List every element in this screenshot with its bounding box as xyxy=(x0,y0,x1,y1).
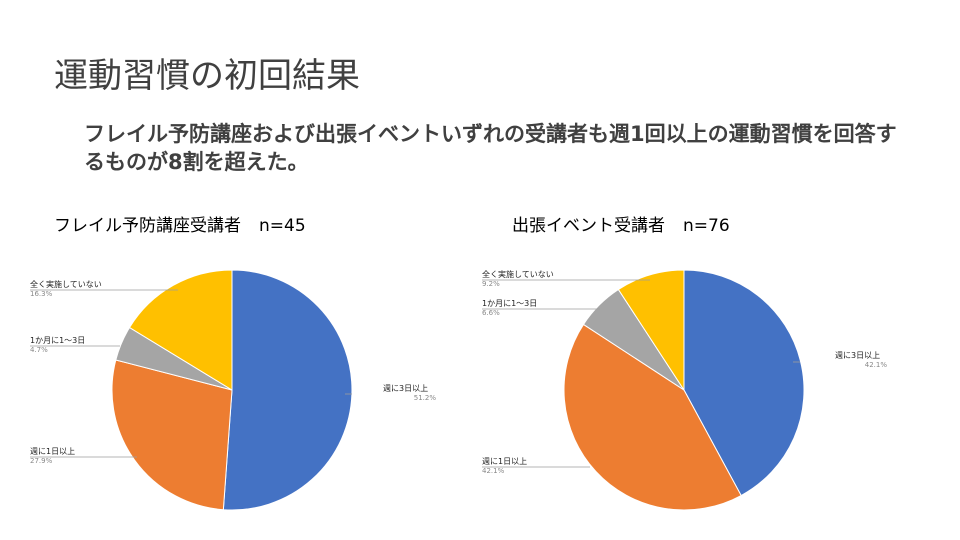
chart-2-label-1: 週に3日以上 xyxy=(835,351,880,360)
slide-title: 運動習慣の初回結果 xyxy=(54,56,360,96)
chart-1-label-1: 週に3日以上 xyxy=(383,384,428,393)
chart-2-sample-size: n=76 xyxy=(683,216,730,236)
chart-2-label-2: 週に1日以上 xyxy=(482,457,527,466)
chart-2-label-3: 1か月に1～3日 xyxy=(482,299,537,308)
summary-text: フレイル予防講座および出張イベントいずれの受講者も週1回以上の運動習慣を回答する… xyxy=(84,122,897,174)
chart-1-slice-4 xyxy=(128,269,233,391)
chart-2-value-label-2: 42.1% xyxy=(482,467,505,475)
chart-1-heading-label: フレイル予防講座受講者 xyxy=(54,216,241,236)
chart-2-label-4: 全く実施していない xyxy=(482,269,554,279)
chart-2-value-label-3: 6.6% xyxy=(482,309,500,317)
chart-1-label-2: 週に1日以上 xyxy=(30,447,75,456)
chart-2-heading: 出張イベント受講者 n=76 xyxy=(512,211,730,236)
chart-2-value-label-1: 42.1% xyxy=(865,361,888,369)
chart-1-label-3: 1か月に1～3日 xyxy=(30,336,85,345)
chart-1-value-label-3: 4.7% xyxy=(30,346,48,354)
chart-1-heading: フレイル予防講座受講者 n=45 xyxy=(54,211,306,236)
chart-1-sample-size: n=45 xyxy=(259,216,306,236)
chart-2-heading-label: 出張イベント受講者 xyxy=(512,216,665,236)
chart-1-label-4: 全く実施していない xyxy=(30,279,102,289)
chart-2-slice-4 xyxy=(617,269,685,392)
chart-1-value-label-1: 51.2% xyxy=(414,394,437,402)
chart-1-slice-2 xyxy=(111,359,233,511)
chart-2-value-label-4: 9.2% xyxy=(482,280,500,288)
chart-2-slice-2 xyxy=(563,323,742,511)
chart-1-value-label-4: 16.3% xyxy=(30,290,53,298)
chart-2-slice-1 xyxy=(683,269,805,497)
chart-1-value-label-2: 27.9% xyxy=(30,457,53,465)
